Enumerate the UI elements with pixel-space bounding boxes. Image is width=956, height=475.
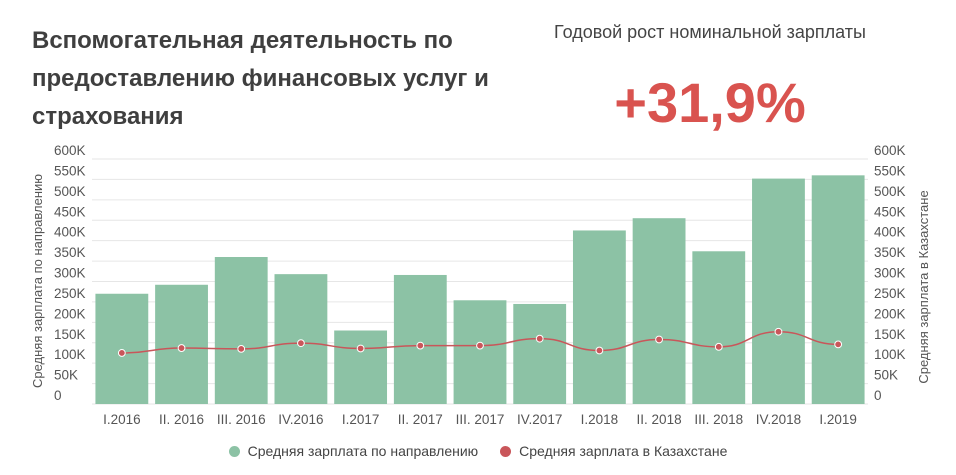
bar[interactable] <box>513 303 567 404</box>
x-tick-label: IV.2017 <box>517 412 562 427</box>
x-tick-label: IV.2018 <box>756 412 801 427</box>
line-point[interactable] <box>655 335 663 344</box>
bar[interactable] <box>95 293 149 404</box>
line-point[interactable] <box>356 344 365 353</box>
x-tick-label: I.2019 <box>819 412 857 427</box>
line-point[interactable] <box>177 344 186 352</box>
left-axis-ticks: 0 50K 100K 150K 200K 250K 300K 350K 400K 450K 500K… <box>54 143 86 403</box>
left-tick-label: 500K <box>54 184 86 199</box>
right-tick-label: 550K <box>874 163 906 178</box>
legend-bar-label: Средняя зарплата по направлению <box>247 443 479 459</box>
legend-item-bar[interactable]: Средняя зарплата по направлению <box>228 443 479 459</box>
chart-area: 0 50K 100K 150K 200K 250K 300K 350K 400K 450K 500K… <box>30 143 931 427</box>
left-tick-label: 300K <box>54 266 86 281</box>
kpi-value: +31,9% <box>614 71 806 134</box>
x-axis-ticks: I.2016 II. 2016 III. 2016 IV.2016 I.2017 II. … <box>103 412 857 427</box>
line-point[interactable] <box>535 334 544 343</box>
bar[interactable] <box>393 274 447 404</box>
bar[interactable] <box>274 274 328 404</box>
bar[interactable] <box>453 300 507 404</box>
right-axis-ticks: 0 50K 100K 150K 200K 250K 300K 350K 400K 450K 500K… <box>874 143 906 403</box>
line-point[interactable] <box>476 341 484 350</box>
x-tick-label: I.2017 <box>342 412 380 427</box>
line-series <box>117 327 843 357</box>
left-tick-label: 250K <box>54 286 86 301</box>
bar[interactable] <box>752 178 805 404</box>
bar[interactable] <box>811 175 865 404</box>
right-tick-label: 150K <box>874 327 906 342</box>
left-tick-label: 450K <box>54 204 86 219</box>
left-tick-label: 200K <box>54 306 86 321</box>
left-tick-label: 350K <box>54 245 86 260</box>
x-tick-label: II. 2017 <box>398 412 443 427</box>
left-tick-label: 400K <box>54 225 86 240</box>
right-tick-label: 400K <box>874 225 906 240</box>
x-tick-label: IV.2016 <box>278 412 323 427</box>
legend: Средняя зарплата по направлению Средняя … <box>0 443 956 459</box>
x-tick-label: I.2016 <box>103 412 141 427</box>
chart-title: Вспомогательная деятельность по предоста… <box>32 27 489 130</box>
right-tick-label: 50K <box>874 368 898 383</box>
bar[interactable] <box>334 330 388 405</box>
line-point[interactable] <box>834 340 843 349</box>
line-point[interactable] <box>595 346 604 355</box>
left-tick-label: 550K <box>54 163 86 178</box>
bars <box>95 175 865 405</box>
kpi-label: Годовой рост номинальной зарплаты <box>554 22 866 42</box>
left-tick-label: 0 <box>54 388 62 403</box>
right-axis-title: Средняя зарплата в Казахстане <box>916 190 931 383</box>
x-tick-label: I.2018 <box>581 412 619 427</box>
right-tick-label: 0 <box>874 388 882 403</box>
bar[interactable] <box>692 251 746 404</box>
left-tick-label: 50K <box>54 368 78 383</box>
line-point[interactable] <box>117 349 126 357</box>
right-tick-label: 100K <box>874 347 906 362</box>
right-tick-label: 300K <box>874 266 906 281</box>
right-tick-label: 250K <box>874 286 906 301</box>
right-tick-label: 600K <box>874 143 906 158</box>
left-tick-label: 100K <box>54 347 86 362</box>
left-tick-label: 600K <box>54 143 86 158</box>
x-tick-label: III. 2017 <box>456 412 505 427</box>
line-point[interactable] <box>237 344 246 353</box>
left-axis-title: Средняя зарплата по направлению <box>30 174 45 388</box>
line-point[interactable] <box>416 341 425 350</box>
bar[interactable] <box>572 230 626 404</box>
legend-line-marker <box>500 445 512 457</box>
bar[interactable] <box>632 218 686 404</box>
x-tick-label: III. 2016 <box>217 412 266 427</box>
line-point[interactable] <box>297 339 305 348</box>
right-tick-label: 450K <box>874 204 906 219</box>
left-tick-label: 150K <box>54 327 86 342</box>
right-tick-label: 500K <box>874 184 906 199</box>
x-tick-label: II. 2018 <box>637 412 682 427</box>
legend-line-label: Средняя зарплата в Казахстане <box>519 443 728 459</box>
bar[interactable] <box>214 257 268 404</box>
line-point[interactable] <box>774 327 783 336</box>
line-point[interactable] <box>714 342 723 351</box>
right-tick-label: 200K <box>874 306 906 321</box>
legend-bar-marker <box>228 445 240 457</box>
x-tick-label: III. 2018 <box>694 412 743 427</box>
legend-item-line[interactable]: Средняя зарплата в Казахстане <box>500 443 727 459</box>
x-tick-label: II. 2016 <box>159 412 204 427</box>
right-tick-label: 350K <box>874 245 906 260</box>
